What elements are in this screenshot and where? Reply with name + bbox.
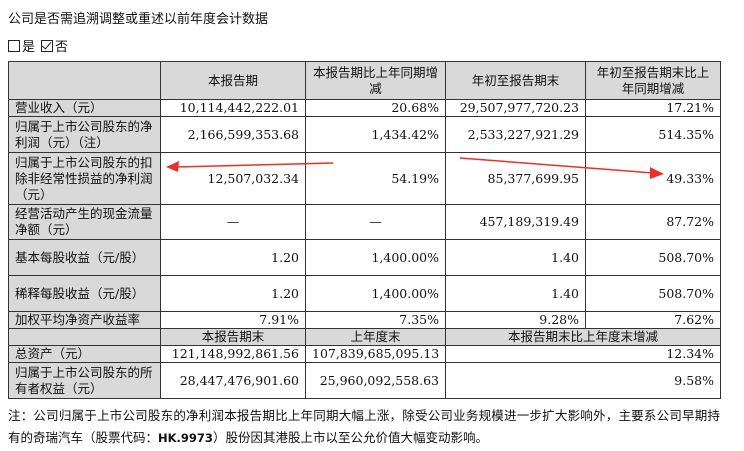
table-cell: 1.20 (160, 275, 306, 312)
row-label: 加权平均净资产收益率 (8, 311, 161, 329)
row-label: 经营活动产生的现金流量净额（元） (8, 204, 161, 240)
table-cell: 2,533,227,921.29 (445, 116, 586, 153)
footnote: 注：公司归属于上市公司股东的净利润本报告期比上年同期大幅上涨，除受公司业务规模进… (8, 405, 720, 449)
section-heading: 公司是否需追溯调整或重述以前年度会计数据 (8, 12, 269, 27)
option-yes[interactable]: 是 (8, 36, 35, 55)
table-cell: 2,166,599,353.68 (160, 116, 306, 153)
table-header-row: 本报告期 本报告期比上年同期增减 年初至报告期末 年初至报告期末比上年同期增减 (8, 61, 721, 100)
table-cell: 1,400.00% (305, 239, 446, 276)
table-cell: 1,400.00% (305, 275, 446, 312)
subheader-label-cell (8, 328, 161, 346)
table-cell: 1.40 (445, 275, 586, 312)
table-cell: 9.58% (445, 362, 721, 399)
table-cell: 17.21% (585, 99, 721, 117)
table-row: 经营活动产生的现金流量净额（元） — — 457,189,319.49 87.7… (8, 204, 721, 240)
stock-code: HK.9973 (158, 431, 213, 445)
row-label: 总资产（元） (8, 345, 161, 363)
table-row: 归属于上市公司股东的净利润（元）（注） 2,166,599,353.68 1,4… (8, 116, 721, 153)
option-no[interactable]: 否 (41, 36, 68, 55)
table-cell: 87.72% (585, 204, 721, 240)
table-cell: 7.62% (585, 311, 721, 329)
row-label: 归属于上市公司股东的所有者权益（元） (8, 362, 161, 399)
row-label: 归属于上市公司股东的扣除非经常性损益的净利润（元） (8, 152, 161, 205)
table-cell: 12,507,032.34 (160, 152, 306, 205)
table-cell: 107,839,685,095.13 (305, 345, 446, 363)
table-cell: 49.33% (585, 152, 721, 205)
header-label-cell (8, 61, 161, 100)
table-row: 归属于上市公司股东的扣除非经常性损益的净利润（元） 12,507,032.34 … (8, 152, 721, 205)
table-cell: 20.68% (305, 99, 446, 117)
table-cell: 28,447,476,901.60 (160, 362, 306, 399)
subheader-prior-year-end: 上年度末 (305, 328, 446, 346)
table-cell: — (305, 204, 446, 240)
table-subheader-row: 本报告期末 上年度末 本报告期末比上年度末增减 (8, 328, 721, 346)
table-cell: 7.91% (160, 311, 306, 329)
header-current-change: 本报告期比上年同期增减 (305, 61, 446, 100)
option-no-label: 否 (55, 40, 69, 55)
table-cell: 85,377,699.95 (445, 152, 586, 205)
row-label: 营业收入（元） (8, 99, 161, 117)
subheader-period-end: 本报告期末 (160, 328, 306, 346)
table-cell: 121,148,992,861.56 (160, 345, 306, 363)
table-cell: 508.70% (585, 239, 721, 276)
subheader-change: 本报告期末比上年度末增减 (445, 328, 721, 346)
checkbox-unchecked-icon[interactable] (8, 39, 20, 52)
table-row: 稀释每股收益（元/股） 1.20 1,400.00% 1.40 508.70% (8, 275, 721, 312)
table-row: 归属于上市公司股东的所有者权益（元） 28,447,476,901.60 25,… (8, 362, 721, 399)
header-ytd-change: 年初至报告期末比上年同期增减 (585, 61, 721, 100)
restatement-options: 是 否 (8, 36, 74, 55)
table-row: 加权平均净资产收益率 7.91% 7.35% 9.28% 7.62% (8, 311, 721, 329)
table-cell: 29,507,977,720.23 (445, 99, 586, 117)
table-cell: 514.35% (585, 116, 721, 153)
table-row: 总资产（元） 121,148,992,861.56 107,839,685,09… (8, 345, 721, 363)
header-ytd: 年初至报告期末 (445, 61, 586, 100)
table-cell: 1.40 (445, 239, 586, 276)
footnote-text-part1: 注：公司归属于上市公司股东的净利润本报告期比上年同期大幅上涨，除受公司业务规模进… (8, 408, 720, 445)
financial-data-table: 本报告期 本报告期比上年同期增减 年初至报告期末 年初至报告期末比上年同期增减 … (8, 61, 721, 399)
table-cell: 12.34% (445, 345, 721, 363)
table-row: 基本每股收益（元/股） 1.20 1,400.00% 1.40 508.70% (8, 239, 721, 276)
checkbox-checked-icon[interactable] (41, 39, 54, 52)
row-label: 基本每股收益（元/股） (8, 239, 161, 276)
row-label: 稀释每股收益（元/股） (8, 275, 161, 312)
row-label: 归属于上市公司股东的净利润（元）（注） (8, 116, 161, 153)
table-cell: 7.35% (305, 311, 446, 329)
table-cell: 457,189,319.49 (445, 204, 586, 240)
table-row: 营业收入（元） 10,114,442,222.01 20.68% 29,507,… (8, 99, 721, 117)
table-cell: 25,960,092,558.63 (305, 362, 446, 399)
table-cell: 508.70% (585, 275, 721, 312)
table-cell: 9.28% (445, 311, 586, 329)
table-cell: 1,434.42% (305, 116, 446, 153)
table-cell: 10,114,442,222.01 (160, 99, 306, 117)
footnote-text-part2: ）股份因其港股上市以至公允价值大幅变动影响。 (212, 430, 488, 445)
table-cell: 54.19% (305, 152, 446, 205)
table-cell: 1.20 (160, 239, 306, 276)
table-cell: — (160, 204, 306, 240)
header-current-period: 本报告期 (160, 61, 306, 100)
option-yes-label: 是 (22, 40, 36, 55)
